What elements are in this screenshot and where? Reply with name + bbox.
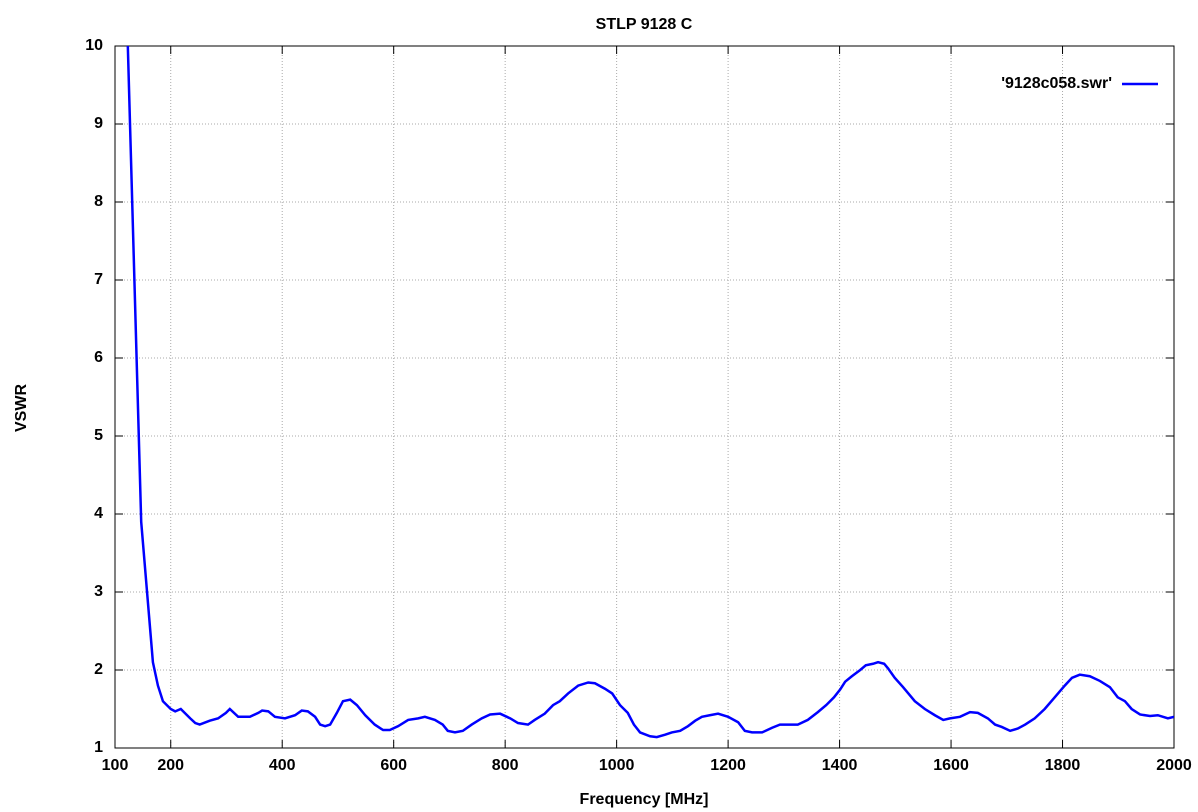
x-tick-label: 1600 xyxy=(933,757,969,774)
y-tick-label: 3 xyxy=(94,583,103,600)
y-tick-label: 1 xyxy=(94,739,103,756)
x-tick-label: 200 xyxy=(157,757,184,774)
y-axis-label: VSWR xyxy=(13,384,30,432)
legend-label: '9128c058.swr' xyxy=(1001,75,1112,92)
y-tick-label: 6 xyxy=(94,349,103,366)
y-tick-label: 9 xyxy=(94,115,103,132)
x-tick-label: 600 xyxy=(380,757,407,774)
x-tick-label: 1400 xyxy=(822,757,858,774)
y-tick-label: 4 xyxy=(94,505,103,522)
x-axis-label: Frequency [MHz] xyxy=(580,791,709,808)
y-tick-label: 5 xyxy=(94,427,103,444)
x-tick-label: 800 xyxy=(492,757,519,774)
y-tick-label: 7 xyxy=(94,271,103,288)
x-tick-label: 2000 xyxy=(1156,757,1192,774)
x-tick-label: 1000 xyxy=(599,757,635,774)
plot-frame xyxy=(114,45,1175,749)
x-tick-label: 1200 xyxy=(710,757,746,774)
y-tick-label: 10 xyxy=(85,37,103,54)
x-tick-label: 400 xyxy=(269,757,296,774)
y-tick-label: 8 xyxy=(94,193,103,210)
chart-title: STLP 9128 C xyxy=(596,16,693,33)
y-tick-label: 2 xyxy=(94,661,103,678)
x-tick-label: 100 xyxy=(102,757,129,774)
x-tick-label: 1800 xyxy=(1045,757,1081,774)
data-line xyxy=(126,46,1174,739)
